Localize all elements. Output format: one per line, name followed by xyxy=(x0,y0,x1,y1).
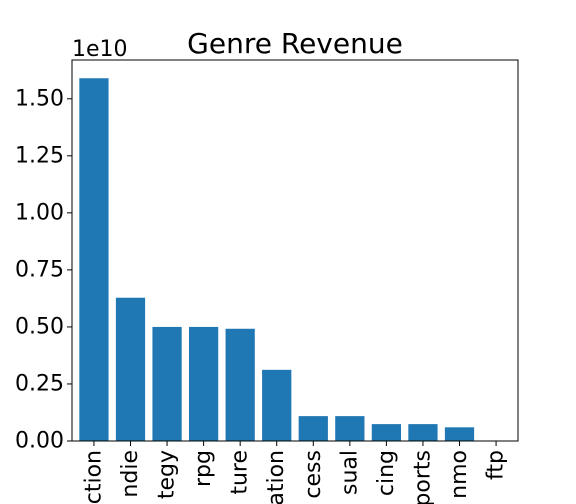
x-tick-label: tegy xyxy=(155,450,180,499)
bar-casual xyxy=(335,416,365,441)
y-tick-label: 0.75 xyxy=(15,257,64,282)
x-tick-label: rpg xyxy=(191,450,216,487)
bar-simulation xyxy=(262,369,292,441)
y-scale-label: 1e10 xyxy=(72,37,128,62)
bar-action xyxy=(79,78,109,441)
bars-group xyxy=(79,78,475,441)
bar-early-access xyxy=(298,416,328,441)
bar-racing xyxy=(371,424,402,441)
bar-strategy xyxy=(152,326,182,441)
y-axis: 0.00 0.25 0.50 0.75 1.00 1.25 1.50 xyxy=(15,86,72,454)
x-tick-label: ftp xyxy=(484,450,509,480)
x-tick-label: sual xyxy=(337,450,362,495)
y-tick-label: 1.00 xyxy=(15,200,64,225)
chart-title: Genre Revenue xyxy=(187,27,403,60)
x-tick-label: ports xyxy=(410,450,435,504)
y-tick-label: 1.25 xyxy=(15,143,64,168)
bar-sports xyxy=(408,424,438,441)
y-tick-label: 0.50 xyxy=(15,314,64,339)
bar-mmo xyxy=(444,427,475,441)
x-tick-label: cess xyxy=(301,450,326,499)
y-tick-label: 0.25 xyxy=(15,371,64,396)
x-tick-label: ture xyxy=(228,450,253,495)
bar-rpg xyxy=(188,326,219,441)
x-axis: ction ndie tegy rpg ture ation cess sual cing por… xyxy=(81,441,509,504)
x-tick-label: cing xyxy=(374,450,399,496)
x-tick-label: ction xyxy=(81,450,106,504)
bar-adventure xyxy=(225,328,255,441)
x-tick-label: ndie xyxy=(118,450,143,498)
plot-frame xyxy=(71,59,519,442)
bar-indie xyxy=(115,297,146,441)
y-tick-label: 0.00 xyxy=(15,429,64,454)
x-tick-label: nmo xyxy=(447,450,472,499)
y-tick-label: 1.50 xyxy=(15,86,64,111)
x-tick-label: ation xyxy=(264,450,289,504)
